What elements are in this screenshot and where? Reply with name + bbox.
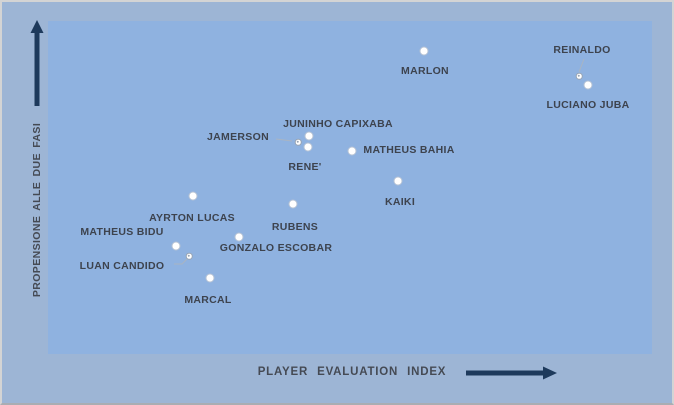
data-point-matheus-bidu — [171, 241, 181, 251]
data-point-label-matheus-bidu: MATHEUS BIDU — [80, 226, 164, 238]
data-point-label-marcal: MARCAL — [184, 294, 232, 306]
data-point-label-luciano-juba: LUCIANO JUBA — [546, 99, 630, 111]
data-point-label-juninho-capixaba: JUNINHO CAPIXABA — [283, 118, 393, 130]
data-point-kaiki — [393, 176, 403, 186]
data-point-marcal — [205, 273, 215, 283]
data-point-marlon — [419, 46, 429, 56]
arrow-right-icon — [466, 366, 557, 380]
data-point-label-luan-candido: LUAN CANDIDO — [79, 260, 165, 272]
data-point-label-jamerson: JAMERSON — [207, 131, 269, 143]
data-point-luciano-juba — [583, 80, 593, 90]
leader-lines — [174, 58, 585, 265]
data-point-gonzalo-escobar — [234, 232, 244, 242]
data-point-label-gonzalo-escobar: GONZALO ESCOBAR — [219, 242, 333, 254]
plot-area: MARLON REINALDO LUCIANO JUBA JUNINHO CAPIXA… — [48, 21, 652, 354]
arrow-up-icon — [30, 20, 44, 106]
data-point-label-rene: RENE' — [288, 161, 322, 173]
data-point-rubens — [288, 199, 298, 209]
data-point-label-ayrton-lucas: AYRTON LUCAS — [149, 212, 235, 224]
data-point-reinaldo — [575, 72, 583, 80]
data-point-label-marlon: MARLON — [401, 65, 449, 77]
data-point-label-reinaldo: REINALDO — [553, 44, 611, 56]
data-point-juninho-capixaba — [304, 131, 314, 141]
data-point-ayrton-lucas — [188, 191, 198, 201]
data-point-label-kaiki: KAIKI — [384, 196, 416, 208]
data-point-rene — [303, 142, 313, 152]
data-point-jamerson — [294, 138, 302, 146]
leader-line-jamerson — [275, 138, 293, 142]
y-axis-label: PROPENSIONE ALLE DUE FASI — [31, 122, 43, 298]
data-point-luan-candido — [185, 252, 193, 260]
data-point-label-rubens: RUBENS — [271, 221, 319, 233]
data-point-matheus-bahia — [347, 146, 357, 156]
leader-line-reinaldo — [578, 58, 585, 73]
x-axis-label: PLAYER EVALUATION INDEX — [257, 366, 447, 378]
data-point-label-matheus-bahia: MATHEUS BAHIA — [363, 144, 455, 156]
leader-line-luan-candido — [174, 258, 188, 265]
